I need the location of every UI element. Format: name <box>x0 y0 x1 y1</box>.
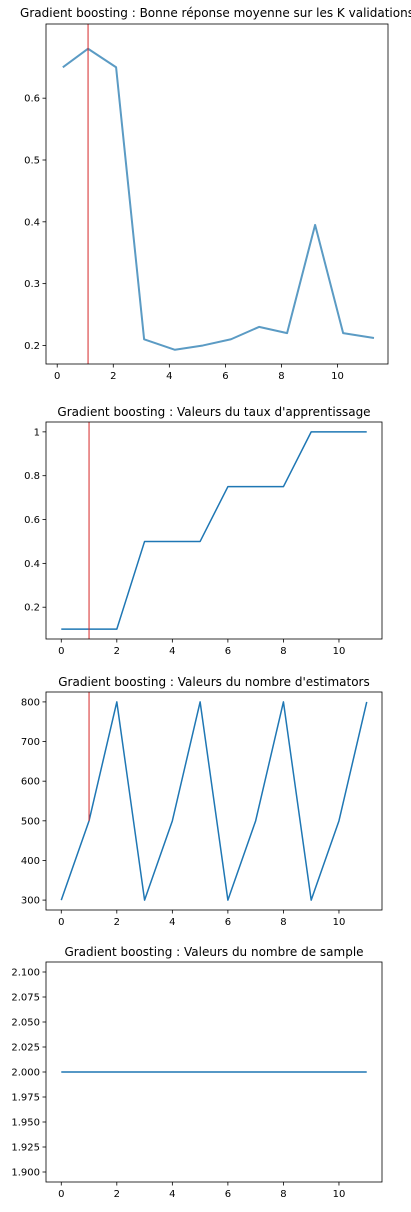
x-tick-label: 8 <box>280 646 286 657</box>
x-tick-label: 8 <box>278 371 284 382</box>
series-line <box>63 49 374 350</box>
y-tick-label: 1.975 <box>11 1093 40 1104</box>
y-tick-label: 0.2 <box>24 603 40 614</box>
series-line <box>61 432 366 629</box>
y-tick-label: 0.3 <box>24 279 40 290</box>
axes-frame <box>46 422 382 639</box>
x-tick-label: 6 <box>225 917 231 928</box>
x-tick-label: 10 <box>333 917 346 928</box>
x-tick-label: 0 <box>58 646 64 657</box>
chart-4: Gradient boosting : Valeurs du nombre de… <box>11 945 382 1200</box>
chart-1: Gradient boosting : Bonne réponse moyenn… <box>20 6 411 382</box>
chart-title: Gradient boosting : Bonne réponse moyenn… <box>20 6 411 20</box>
y-tick-label: 500 <box>21 816 40 827</box>
x-tick-label: 2 <box>114 1189 120 1200</box>
y-tick-label: 2.050 <box>11 1018 40 1029</box>
x-tick-label: 2 <box>114 646 120 657</box>
y-tick-label: 0.6 <box>24 94 40 105</box>
x-tick-label: 4 <box>166 371 172 382</box>
x-tick-label: 8 <box>280 917 286 928</box>
y-tick-label: 1 <box>34 427 40 438</box>
x-tick-label: 2 <box>114 917 120 928</box>
y-tick-label: 1.950 <box>11 1118 40 1129</box>
y-tick-label: 2.075 <box>11 993 40 1004</box>
x-tick-label: 0 <box>54 371 60 382</box>
y-tick-label: 300 <box>21 896 40 907</box>
y-tick-label: 0.2 <box>24 341 40 352</box>
x-tick-label: 6 <box>225 1189 231 1200</box>
x-tick-label: 10 <box>333 646 346 657</box>
series-line <box>61 702 366 900</box>
x-tick-label: 4 <box>169 917 175 928</box>
x-tick-label: 10 <box>333 1189 346 1200</box>
y-tick-label: 2.100 <box>11 968 40 979</box>
chart-3: Gradient boosting : Valeurs du nombre d'… <box>21 675 382 928</box>
chart-title: Gradient boosting : Valeurs du taux d'ap… <box>57 405 370 419</box>
chart-2: Gradient boosting : Valeurs du taux d'ap… <box>24 405 382 657</box>
x-tick-label: 2 <box>110 371 116 382</box>
y-tick-label: 800 <box>21 697 40 708</box>
y-tick-label: 2.000 <box>11 1068 40 1079</box>
y-tick-label: 0.8 <box>24 471 40 482</box>
y-tick-label: 700 <box>21 737 40 748</box>
axes-frame <box>46 24 388 364</box>
y-tick-label: 0.5 <box>24 156 40 167</box>
y-tick-label: 1.900 <box>11 1168 40 1179</box>
x-tick-label: 4 <box>169 646 175 657</box>
chart-title: Gradient boosting : Valeurs du nombre de… <box>64 945 363 959</box>
y-tick-label: 400 <box>21 856 40 867</box>
y-tick-label: 0.4 <box>24 217 40 228</box>
y-tick-label: 0.6 <box>24 515 40 526</box>
chart-title: Gradient boosting : Valeurs du nombre d'… <box>58 675 370 689</box>
y-tick-label: 600 <box>21 777 40 788</box>
y-tick-label: 0.4 <box>24 559 40 570</box>
y-tick-label: 1.925 <box>11 1143 40 1154</box>
x-tick-label: 0 <box>58 917 64 928</box>
y-tick-label: 2.025 <box>11 1043 40 1054</box>
x-tick-label: 6 <box>222 371 228 382</box>
x-tick-label: 0 <box>58 1189 64 1200</box>
x-tick-label: 10 <box>331 371 344 382</box>
x-tick-label: 4 <box>169 1189 175 1200</box>
x-tick-label: 8 <box>280 1189 286 1200</box>
x-tick-label: 6 <box>225 646 231 657</box>
